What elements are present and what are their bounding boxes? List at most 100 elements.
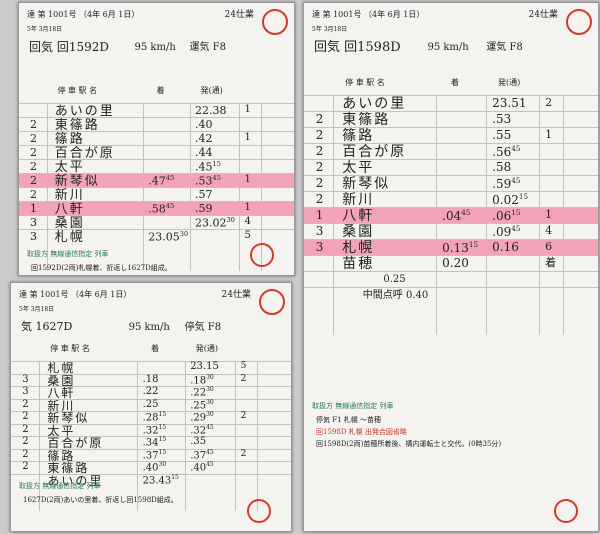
departure: .2930 <box>190 412 214 423</box>
station: 篠路 <box>342 128 375 144</box>
interval: 1 <box>315 208 324 222</box>
table-grid: あいの里 22.38 1 2 東篠路 .40 2 篠路 .42 1 2 百合が原 .44 2 太平 .4515… <box>19 103 294 271</box>
station: 篠路 <box>54 131 85 147</box>
station: 桑園 <box>342 224 375 240</box>
station: 太平 <box>47 423 76 438</box>
column-header: 停 車 駅 名 <box>57 86 98 95</box>
departure-main: .59 <box>492 177 512 191</box>
departure: .40 <box>195 119 213 130</box>
departure-main: .09 <box>492 225 512 239</box>
column-header: 発(通) <box>195 344 219 353</box>
departure: .57 <box>195 189 213 200</box>
timetable-row: 3 桑園 .0945 4 <box>304 223 598 240</box>
station: 八軒 <box>342 208 375 224</box>
timetable-row: 2 東篠路 .40 <box>19 117 294 132</box>
departure: .55 <box>492 129 511 141</box>
table-grid: あいの里 23.51 2 2 東篠路 .53 2 篠路 .55 1 2 百合が原 .5645 2 太平 .58… <box>304 95 598 335</box>
station: 太平 <box>54 159 85 175</box>
arrival: .22 <box>143 387 159 397</box>
track: 1 <box>244 173 251 185</box>
arrival: .3415 <box>143 437 167 448</box>
arrival-seconds: 30 <box>158 461 167 469</box>
stamp <box>262 9 288 35</box>
timetable-row: 1 八軒 .5845 .59 1 <box>19 201 294 216</box>
departure: .44 <box>195 147 213 158</box>
timetable-row: 2 百合が原 .3415 .35 <box>11 436 291 450</box>
timetable-row: あいの里 23.51 2 <box>304 95 598 112</box>
departure-main: .45 <box>195 160 213 174</box>
departure-seconds: 15 <box>212 159 221 168</box>
card-header: 達 第 1001号 （4年 6月 1日） <box>19 290 132 299</box>
date: 5年 3月18日 <box>312 26 348 33</box>
timetable-row: 2 新琴似 .5945 <box>304 175 598 192</box>
departure-main: .53 <box>492 112 512 126</box>
arrival-main: .32 <box>142 425 159 437</box>
departure-main: .56 <box>492 145 512 159</box>
station: 札幌 <box>342 240 375 256</box>
arrival-seconds: 15 <box>158 448 167 456</box>
interval: 2 <box>315 144 324 158</box>
departure-main: 22.38 <box>195 103 227 117</box>
departure-main: .40 <box>190 462 207 474</box>
track: 2 <box>240 373 247 384</box>
timetable-row: 3 桑園 23.0230 4 <box>19 215 294 230</box>
interval: 2 <box>30 131 37 145</box>
station: 札幌 <box>47 361 76 376</box>
interval: 2 <box>30 187 37 201</box>
departure-main: .18 <box>190 375 207 387</box>
station: 百合が原 <box>47 436 104 451</box>
departure-main: .55 <box>492 128 512 142</box>
timetable-row: 中間点呼 0.40 <box>304 287 598 304</box>
departure-main: .40 <box>195 117 213 131</box>
note: 1627D(2両)あいの里着、折返し回1598D組成。 <box>23 496 178 504</box>
speed: 95 km/h <box>134 42 176 53</box>
departure: .5945 <box>492 177 520 190</box>
interval: 2 <box>22 398 29 410</box>
departure-seconds: 45 <box>511 224 521 233</box>
station: 新琴似 <box>342 176 391 192</box>
timetable-row: 2 東篠路 .53 <box>304 111 598 128</box>
departure-seconds: 45 <box>206 423 214 431</box>
departure-seconds: 15 <box>511 208 521 217</box>
departure-main: 0.16 <box>492 240 519 254</box>
arrival-seconds: 45 <box>461 208 471 217</box>
interval: 2 <box>315 160 324 174</box>
track: 6 <box>545 240 553 253</box>
arrival-seconds: 45 <box>165 201 175 210</box>
departure: .0945 <box>492 225 520 238</box>
speed: 95 km/h <box>427 42 469 53</box>
timetable-row: 2 新琴似 .4745.5345 1 <box>19 173 294 188</box>
station: 東篠路 <box>47 461 90 476</box>
timetable-row: 1 八軒 .0445 .0615 1 <box>304 207 598 224</box>
station: 篠路 <box>47 448 76 463</box>
station: 新川 <box>47 398 76 413</box>
arrival-main: .28 <box>142 412 159 424</box>
interval: 3 <box>315 240 324 254</box>
departure-seconds: 30 <box>206 398 214 406</box>
arrival-main: 0.13 <box>442 241 469 255</box>
station: あいの里 <box>342 96 407 112</box>
departure: .59 <box>195 203 213 214</box>
track: 2 <box>545 96 553 109</box>
arrival: .4745 <box>148 174 174 186</box>
departure-main: .42 <box>195 131 213 145</box>
arrival-main: .34 <box>142 437 159 449</box>
timetable-row: 苗穂 0.20 着 <box>304 255 598 272</box>
departure-main: 23.02 <box>195 216 227 230</box>
timetable-row: 2 太平 .58 <box>304 159 598 176</box>
departure-main: 23.15 <box>190 361 219 373</box>
interval: 2 <box>22 461 29 473</box>
interval: 2 <box>22 448 29 460</box>
track: 1 <box>244 131 251 143</box>
station: 東篠路 <box>54 117 100 133</box>
departure-main: .29 <box>190 412 207 424</box>
departure-seconds: 30 <box>206 386 214 394</box>
departure-main: .58 <box>492 160 512 174</box>
timetable-card: 達 第 1001号 （4年 6月 1日） 24仕業 5年 3月18日 回気 回1592… <box>18 2 295 276</box>
departure-main: .32 <box>190 425 207 437</box>
train-kind: 運気 F8 <box>486 42 523 53</box>
track: 1 <box>244 103 251 115</box>
arrival: .0445 <box>442 209 470 222</box>
arrival-main: .22 <box>142 386 159 398</box>
timetable-row: あいの里 23.4315 <box>11 473 291 488</box>
